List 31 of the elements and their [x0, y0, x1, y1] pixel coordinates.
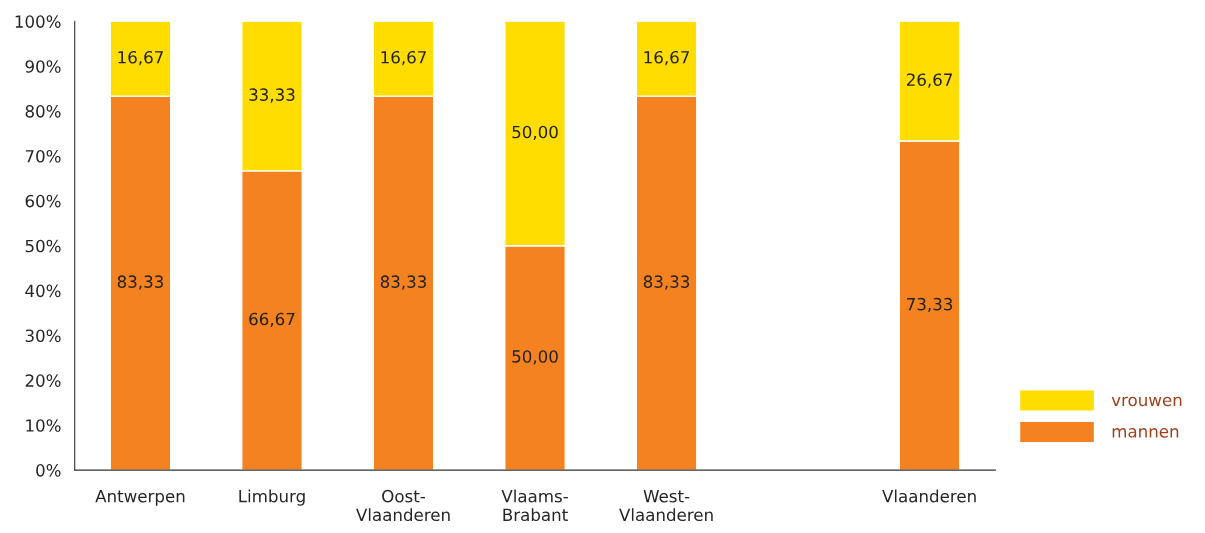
data-label: 50,00	[512, 350, 558, 365]
data-label: 16,67	[644, 50, 689, 66]
y-tick-label: 80%	[25, 105, 61, 118]
y-tick-label: 30%	[25, 329, 61, 343]
y-tick-label: 20%	[25, 374, 61, 387]
y-tick-label: 40%	[25, 284, 61, 298]
data-label: 83,33	[117, 275, 163, 290]
data-label: 16,67	[118, 50, 163, 66]
y-tick-label: 10%	[26, 419, 61, 432]
y-tick-label: 50%	[25, 239, 61, 253]
x-tick-label: Limburg	[239, 489, 305, 506]
legend-label: mannen	[1112, 428, 1179, 438]
data-label: 16,67	[381, 50, 426, 66]
data-label: 66,67	[249, 312, 295, 328]
x-tick-label: Oost- Vlaanderen	[356, 489, 450, 522]
y-tick-label: 100%	[15, 15, 61, 28]
data-label: 33,33	[249, 88, 295, 103]
data-label: 83,33	[380, 275, 427, 290]
x-tick-label: Vlaams- Brabant	[501, 489, 568, 522]
data-label: 50,00	[512, 125, 558, 141]
data-label: 26,67	[906, 73, 952, 88]
x-tick-label: Antwerpen	[95, 490, 185, 506]
data-label: 83,33	[643, 275, 690, 290]
y-tick-label: 70%	[25, 149, 61, 163]
y-tick-label: 0%	[36, 464, 61, 477]
x-tick-label: West- Vlaanderen	[619, 490, 713, 522]
data-label: 73,33	[907, 297, 953, 313]
legend-label: vrouwen	[1111, 396, 1182, 407]
y-tick-label: 60%	[25, 194, 61, 208]
y-tick-label: 90%	[25, 60, 61, 73]
x-tick-label: Vlaanderen	[882, 489, 976, 503]
